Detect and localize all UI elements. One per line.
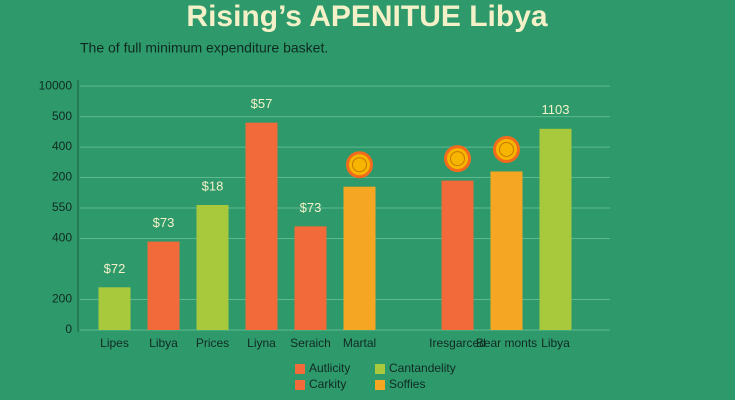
x-tick-label: Martal	[343, 336, 376, 350]
x-tick-label: Lipes	[100, 336, 129, 350]
y-tick-label: 10000	[39, 78, 73, 92]
legend-label: Carkity	[309, 377, 346, 391]
bar-annotation: $73	[153, 215, 175, 230]
legend-label: Cantandelity	[389, 361, 456, 375]
bar-annotation: $57	[251, 96, 273, 111]
y-tick-label: 400	[52, 139, 72, 153]
bar	[441, 180, 474, 330]
coin-inner	[450, 151, 465, 167]
bar	[196, 205, 229, 330]
bar	[343, 186, 376, 330]
legend-swatch	[295, 380, 305, 390]
bar	[245, 122, 278, 331]
coin-inner	[352, 157, 367, 173]
y-tick-label: 550	[52, 200, 72, 214]
y-tick-label: 400	[52, 231, 72, 245]
x-tick-label: Prices	[196, 336, 229, 350]
bar	[98, 287, 131, 330]
legend-label: Soffies	[389, 377, 425, 391]
legend-swatch	[375, 380, 385, 390]
chart-subtitle: The of full minimum expenditure basket.	[80, 40, 328, 56]
coin-icon	[444, 145, 471, 173]
bar-annotation: $72	[104, 261, 126, 276]
bar	[490, 171, 523, 330]
bar	[147, 241, 180, 330]
y-tick-label: 200	[52, 292, 72, 306]
y-tick-label: 0	[65, 322, 72, 336]
legend-swatch	[295, 364, 305, 374]
chart-title: Rising’s APENITUE Libya	[186, 0, 547, 33]
bar-annotation: $73	[300, 200, 322, 215]
x-tick-label: Libya	[149, 336, 178, 350]
coin-icon	[346, 151, 373, 179]
x-tick-label: Liyna	[247, 336, 276, 350]
y-tick-label: 500	[52, 109, 72, 123]
x-tick-label: Seraich	[290, 336, 331, 350]
coin-icon	[493, 135, 520, 163]
x-tick-label: Bear monts	[476, 336, 537, 350]
x-tick-label: Iresgarced	[429, 336, 486, 350]
x-tick-label: Libya	[541, 336, 570, 350]
legend-swatch	[375, 364, 385, 374]
bar-annotation: $18	[202, 178, 224, 193]
bar	[294, 226, 327, 330]
y-tick-label: 200	[52, 170, 72, 184]
bar-annotation: 1103	[542, 102, 570, 117]
coin-inner	[499, 141, 514, 157]
legend-label: Autlicity	[309, 361, 350, 375]
bar	[539, 128, 572, 330]
